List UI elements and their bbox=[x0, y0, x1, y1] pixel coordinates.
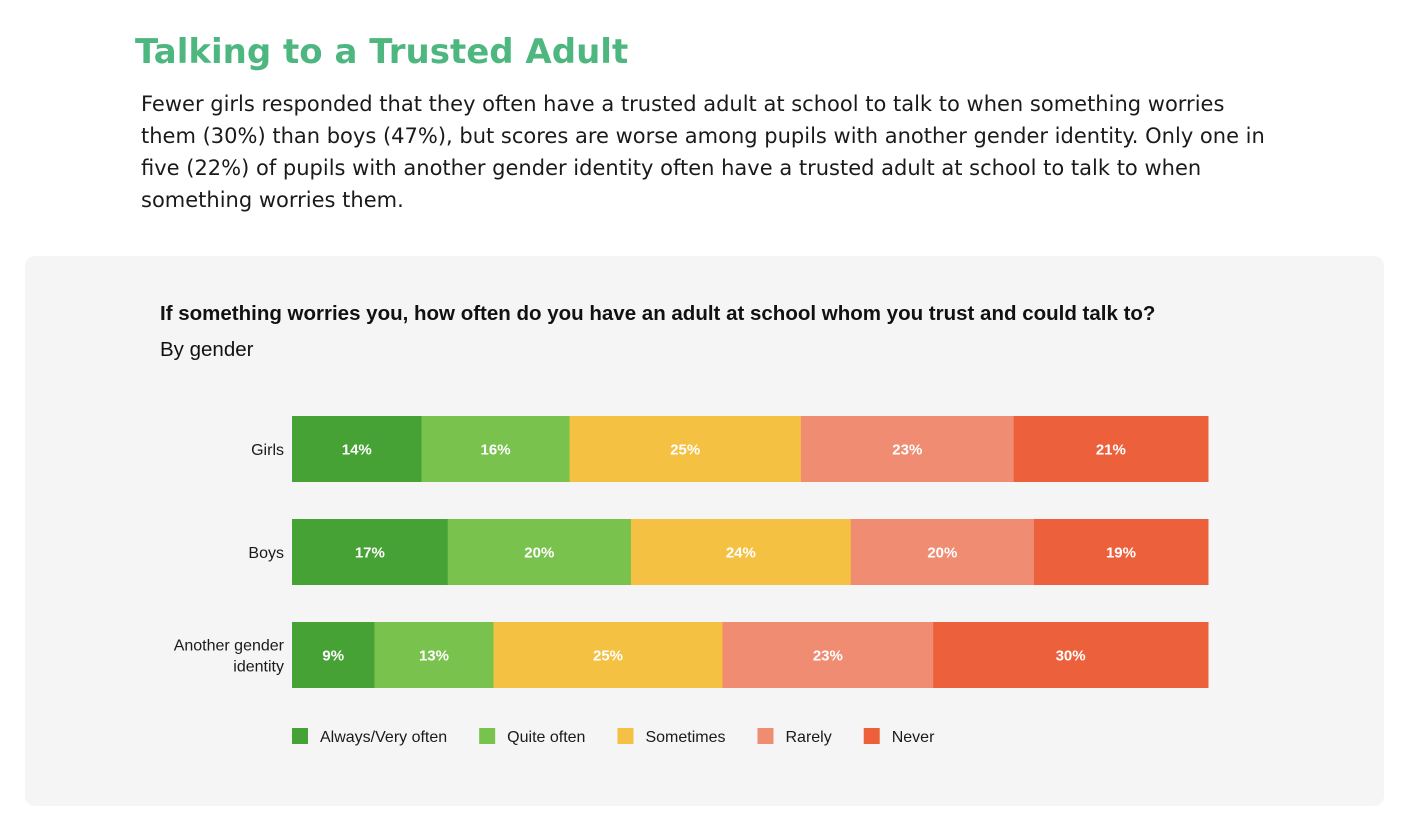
chart-subtitle: By gender bbox=[160, 338, 254, 361]
data-label-boys-always-very-often: 17% bbox=[355, 545, 385, 562]
data-label-another-gender-identity-quite-often: 13% bbox=[419, 648, 449, 665]
bar-segment-girls-rarely bbox=[800, 416, 1015, 482]
row-label-another-gender-identity: Another gender identity bbox=[174, 638, 285, 676]
data-label-another-gender-identity-always-very-often: 9% bbox=[322, 648, 344, 665]
data-label-another-gender-identity-never: 30% bbox=[1056, 648, 1086, 665]
bar-segment-another-gender-identity-quite-often bbox=[374, 622, 495, 688]
bar-segment-boys-never bbox=[1033, 519, 1209, 585]
bar-segment-boys-rarely bbox=[850, 519, 1035, 585]
data-label-boys-never: 19% bbox=[1106, 545, 1136, 562]
row-label-boys: Boys bbox=[248, 545, 284, 562]
row-label-girls: Girls bbox=[251, 442, 284, 459]
bar-segment-girls-never bbox=[1013, 416, 1209, 482]
data-label-another-gender-identity-sometimes: 25% bbox=[593, 648, 623, 665]
data-label-girls-sometimes: 25% bbox=[670, 442, 700, 459]
bar-segment-girls-quite-often bbox=[421, 416, 571, 482]
data-label-girls-never: 21% bbox=[1096, 442, 1126, 459]
page-title: Talking to a Trusted Adult bbox=[135, 32, 629, 72]
legend-swatch-sometimes bbox=[617, 728, 634, 744]
data-label-another-gender-identity-rarely: 23% bbox=[813, 648, 843, 665]
bar-segment-girls-sometimes bbox=[569, 416, 802, 482]
legend-swatch-quite-often bbox=[479, 728, 496, 744]
chart-title: If something worries you, how often do y… bbox=[160, 302, 1156, 325]
bar-segment-another-gender-identity-never bbox=[933, 622, 1209, 688]
data-label-boys-quite-often: 20% bbox=[524, 545, 554, 562]
legend-label-sometimes: Sometimes bbox=[645, 729, 725, 746]
bar-segment-girls-always-very-often bbox=[292, 416, 423, 482]
legend-swatch-rarely bbox=[757, 728, 774, 744]
bar-segment-boys-quite-often bbox=[447, 519, 632, 585]
legend-label-rarely: Rarely bbox=[785, 729, 831, 746]
data-label-girls-always-very-often: 14% bbox=[342, 442, 372, 459]
bar-segment-another-gender-identity-rarely bbox=[722, 622, 934, 688]
legend: Always/Very often Quite often Sometimes Rar… bbox=[292, 728, 935, 746]
data-label-boys-sometimes: 24% bbox=[726, 545, 756, 562]
intro-paragraph: Fewer girls responded that they often ha… bbox=[141, 92, 1265, 212]
bar-segment-another-gender-identity-always-very-often bbox=[292, 622, 375, 688]
bar-segment-another-gender-identity-sometimes bbox=[493, 622, 724, 688]
data-label-boys-rarely: 20% bbox=[927, 545, 957, 562]
legend-label-always-very-often: Always/Very often bbox=[320, 729, 447, 746]
data-label-girls-quite-often: 16% bbox=[481, 442, 511, 459]
data-label-girls-rarely: 23% bbox=[892, 442, 922, 459]
legend-swatch-always-very-often bbox=[292, 728, 308, 744]
bar-segment-boys-always-very-often bbox=[292, 519, 449, 585]
bar-segment-boys-sometimes bbox=[630, 519, 852, 585]
legend-label-never: Never bbox=[892, 729, 935, 746]
legend-swatch-never bbox=[863, 728, 880, 744]
legend-label-quite-often: Quite often bbox=[507, 729, 585, 746]
